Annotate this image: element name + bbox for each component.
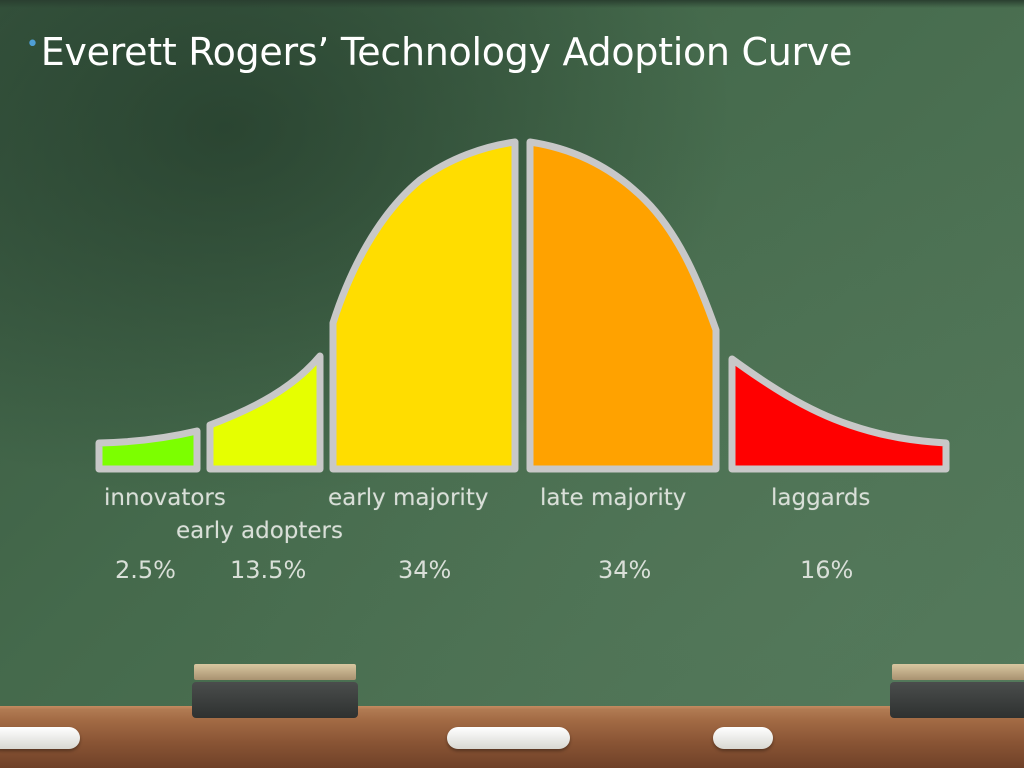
percent-late-majority: 34% [598,556,652,584]
label-early-adopters: early adopters [176,518,343,544]
slide-title: •Everett Rogers’ Technology Adoption Cur… [26,30,852,74]
percent-early-adopters: 13.5% [230,556,307,584]
chalk-stick-left [0,727,80,749]
chalk-stick-middle [447,727,570,749]
percent-early-majority: 34% [398,556,452,584]
label-early-majority: early majority [328,485,489,511]
eraser-felt [192,682,358,718]
percent-innovators: 2.5% [115,556,176,584]
label-laggards: laggards [771,485,871,511]
eraser-top [892,664,1024,680]
segment-early-majority [329,138,519,473]
label-late-majority: late majority [540,485,687,511]
eraser-right [890,664,1024,718]
label-innovators: innovators [104,485,226,511]
slide-title-text: Everett Rogers’ Technology Adoption Curv… [40,30,853,74]
segment-laggards [728,355,950,473]
title-bullet: • [26,32,39,57]
percent-laggards: 16% [800,556,854,584]
eraser-felt [890,682,1024,718]
chalk-stick-right [713,727,773,749]
segment-early-adopters [206,352,324,473]
eraser-top [194,664,356,680]
segment-late-majority [526,138,720,473]
segment-innovators [95,427,201,473]
eraser-left [192,664,358,718]
